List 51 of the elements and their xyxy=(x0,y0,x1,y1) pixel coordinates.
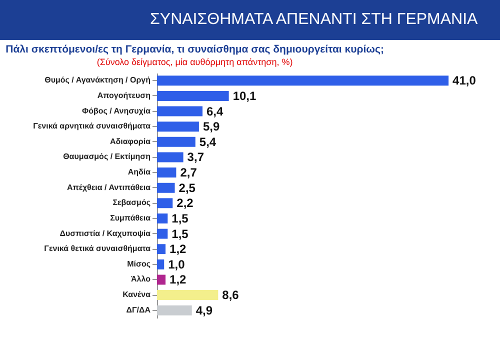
data-label: 8,6 xyxy=(222,288,240,302)
bar xyxy=(157,259,164,270)
data-label: 6,4 xyxy=(206,104,224,118)
y-tick-label: Γενικά θετικά συναισθήματα xyxy=(44,244,151,254)
y-tick-label: Απογοήτευση xyxy=(97,90,151,100)
bar xyxy=(157,182,175,193)
bar xyxy=(157,198,173,208)
bar xyxy=(157,290,218,300)
bar xyxy=(157,305,192,316)
bar xyxy=(157,76,449,86)
y-tick-label: Φόβος / Ανησυχία xyxy=(82,106,151,116)
data-label: 1,2 xyxy=(170,272,187,287)
bar xyxy=(157,213,168,224)
y-tick-label: Σεβασμός xyxy=(112,198,150,208)
y-tick-label: Μίσος xyxy=(127,259,150,268)
bar xyxy=(157,152,184,162)
y-tick-label: Κανένα xyxy=(122,290,151,300)
data-label: 1,5 xyxy=(172,226,189,241)
bar xyxy=(157,244,166,254)
bar xyxy=(157,106,203,116)
data-label: 2,5 xyxy=(178,180,196,195)
bar xyxy=(157,136,196,147)
data-label: 3,7 xyxy=(187,150,204,164)
chart-title: ΣΥΝΑΙΣΘΗΜΑΤΑ ΑΠΕΝΑΝΤΙ ΣΤΗ ΓΕΡΜΑΝΙΑ xyxy=(0,0,500,40)
data-label: 1,2 xyxy=(170,242,187,256)
bar xyxy=(157,274,166,285)
y-tick-label: Θαυμασμός / Εκτίμηση xyxy=(63,152,151,162)
y-tick-label: Απέχθεια / Αντιπάθεια xyxy=(66,182,151,192)
bar xyxy=(157,90,229,101)
bar xyxy=(157,122,199,132)
y-tick-label: Γενικά αρνητικά συναισθήματα xyxy=(33,122,151,131)
data-label: 1,0 xyxy=(168,257,186,272)
y-tick-label: Δυσπιστία / Καχυποψία xyxy=(60,228,151,238)
bar xyxy=(157,228,168,239)
bar xyxy=(157,168,176,178)
y-tick-label: Θυμός / Αγανάκτηση / Οργή xyxy=(44,76,151,85)
data-label: 41,0 xyxy=(452,74,476,88)
y-tick-label: Άλλο xyxy=(131,274,151,284)
y-tick-label: Αδιαφορία xyxy=(110,136,151,146)
text: (Σύνολο δείγματος, μία αυθόρμητη απάντηση, %) xyxy=(96,57,293,67)
y-tick-label: Συμπάθεια xyxy=(110,213,151,222)
data-label: 1,5 xyxy=(172,211,189,226)
chart-subtitle: Πάλι σκεπτόμενοι/ες τη Γερμανία, τι συναίσθημα σας δημιουργείται κυρίως; xyxy=(6,44,384,56)
y-tick-label: ΔΓ/ΔΑ xyxy=(126,305,151,314)
data-label: 4,9 xyxy=(196,303,213,318)
y-tick-label: Αηδία xyxy=(128,168,151,177)
data-label: 2,7 xyxy=(180,166,198,180)
data-label: 5,9 xyxy=(202,120,220,134)
data-label: 2,2 xyxy=(176,196,194,210)
data-label: 5,4 xyxy=(199,134,216,149)
data-label: 10,1 xyxy=(232,88,257,103)
